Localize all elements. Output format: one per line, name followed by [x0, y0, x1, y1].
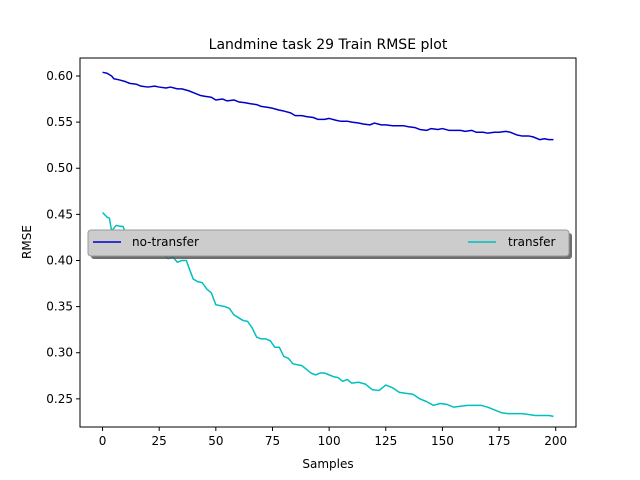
x-tick-label: 75 — [265, 434, 280, 448]
legend-box — [87, 229, 570, 257]
legend: no-transfer transfer — [87, 229, 572, 259]
x-tick-label: 150 — [431, 434, 454, 448]
legend-label-no-transfer: no-transfer — [132, 235, 199, 249]
y-tick-label: 0.30 — [46, 346, 73, 360]
y-tick-label: 0.35 — [46, 300, 73, 314]
y-tick-label: 0.50 — [46, 161, 73, 175]
axes-frame — [79, 57, 577, 428]
x-axis-label: Samples — [302, 457, 353, 471]
y-tick-label: 0.25 — [46, 392, 73, 406]
y-axis: 0.25 0.30 0.35 0.40 0.45 0.50 0.55 0.60 — [46, 69, 80, 406]
x-tick-label: 200 — [544, 434, 567, 448]
y-tick-label: 0.55 — [46, 115, 73, 129]
x-tick-label: 125 — [374, 434, 397, 448]
legend-label-transfer: transfer — [508, 235, 555, 249]
y-tick-label: 0.40 — [46, 253, 73, 267]
x-tick-label: 100 — [318, 434, 341, 448]
x-axis: 0 25 50 75 100 125 150 175 200 — [99, 427, 567, 448]
y-tick-label: 0.60 — [46, 69, 73, 83]
x-tick-label: 50 — [208, 434, 223, 448]
x-tick-label: 25 — [152, 434, 167, 448]
x-tick-label: 0 — [99, 434, 107, 448]
y-tick-label: 0.45 — [46, 207, 73, 221]
y-axis-label: RMSE — [20, 225, 34, 259]
x-tick-label: 175 — [488, 434, 511, 448]
chart-title: Landmine task 29 Train RMSE plot — [209, 37, 448, 53]
series-line-no-transfer — [102, 71, 554, 141]
